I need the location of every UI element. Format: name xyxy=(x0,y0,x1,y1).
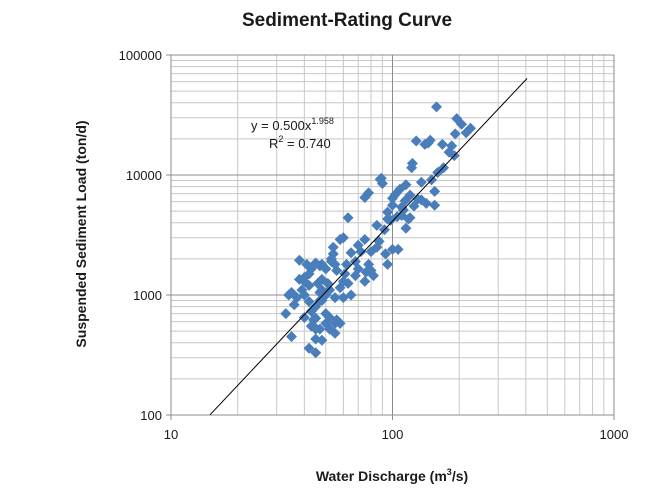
data-point xyxy=(415,176,427,188)
data-point xyxy=(387,243,398,255)
x-tick-label: 1000 xyxy=(600,427,629,442)
data-point xyxy=(359,234,371,246)
data-point xyxy=(339,268,351,280)
trendline xyxy=(209,78,528,416)
data-point xyxy=(456,118,468,130)
x-axis-label: Water Discharge (m3/s) xyxy=(316,467,468,484)
data-point xyxy=(280,308,292,320)
data-point xyxy=(329,327,341,339)
x-axis-ticks: 10 100 1000 xyxy=(164,415,629,442)
data-point xyxy=(327,248,339,260)
r-squared-label: R xyxy=(269,136,278,151)
data-point xyxy=(298,311,310,323)
data-point xyxy=(342,212,354,224)
y-axis-label: Suspended Sediment Load (ton/d) xyxy=(73,120,89,347)
data-point xyxy=(310,347,322,359)
data-point xyxy=(465,122,477,134)
y-tick-label: 100000 xyxy=(119,48,162,63)
data-point xyxy=(310,312,322,324)
data-point xyxy=(382,206,394,218)
chart-title: Sediment-Rating Curve xyxy=(242,10,452,31)
data-point xyxy=(341,258,353,270)
data-point xyxy=(359,275,371,287)
data-point xyxy=(382,258,394,270)
data-point xyxy=(316,334,328,346)
data-point xyxy=(303,296,315,308)
data-point xyxy=(404,212,416,224)
data-point xyxy=(367,270,379,282)
svg-text:y = 0.500x1.958: y = 0.500x1.958 xyxy=(251,116,334,133)
scatter-markers xyxy=(280,101,477,359)
r-squared-value: = 0.740 xyxy=(283,136,330,151)
y-axis-ticks: 100 1000 10000 100000 xyxy=(119,48,171,423)
data-point xyxy=(320,263,332,275)
data-point xyxy=(303,279,315,291)
data-point xyxy=(324,284,336,296)
data-point xyxy=(436,138,448,150)
data-point xyxy=(327,241,339,253)
data-point xyxy=(400,179,412,191)
data-point xyxy=(342,277,354,289)
data-point xyxy=(431,101,443,113)
data-point xyxy=(352,263,364,275)
y-tick-label: 1000 xyxy=(133,288,162,303)
data-point xyxy=(380,248,392,260)
data-point xyxy=(363,187,375,199)
equation-exponent: 1.958 xyxy=(311,116,334,126)
data-point xyxy=(334,317,346,329)
data-point xyxy=(314,323,326,335)
data-point xyxy=(404,189,416,201)
data-point xyxy=(446,140,458,152)
data-point xyxy=(429,185,441,197)
data-point xyxy=(329,292,341,304)
r-squared-sup: 2 xyxy=(278,134,283,144)
data-point xyxy=(298,289,310,301)
data-point xyxy=(355,246,367,258)
y-tick-label: 100 xyxy=(140,408,162,423)
x-tick-label: 10 xyxy=(164,427,178,442)
data-point xyxy=(410,135,422,147)
data-point xyxy=(424,134,436,146)
data-point xyxy=(420,197,432,209)
x-tick-label: 100 xyxy=(382,427,404,442)
data-point xyxy=(293,254,305,266)
y-tick-label: 10000 xyxy=(126,168,162,183)
data-point xyxy=(429,199,441,211)
equation-text: y = 0.500x xyxy=(251,118,312,133)
data-point xyxy=(345,289,357,301)
svg-text:R2 = 0.740: R2 = 0.740 xyxy=(269,134,331,151)
data-point xyxy=(387,199,398,211)
data-point xyxy=(376,177,388,189)
data-point xyxy=(371,219,383,231)
data-point xyxy=(392,243,404,255)
data-point xyxy=(303,342,315,354)
data-point xyxy=(449,128,461,140)
data-point xyxy=(331,265,343,277)
data-point xyxy=(400,222,412,234)
data-point xyxy=(337,232,349,244)
trendline-equation: y = 0.500x1.958 R2 = 0.740 xyxy=(251,116,334,151)
data-point xyxy=(286,331,298,343)
data-point xyxy=(406,157,418,169)
data-point xyxy=(345,247,357,259)
